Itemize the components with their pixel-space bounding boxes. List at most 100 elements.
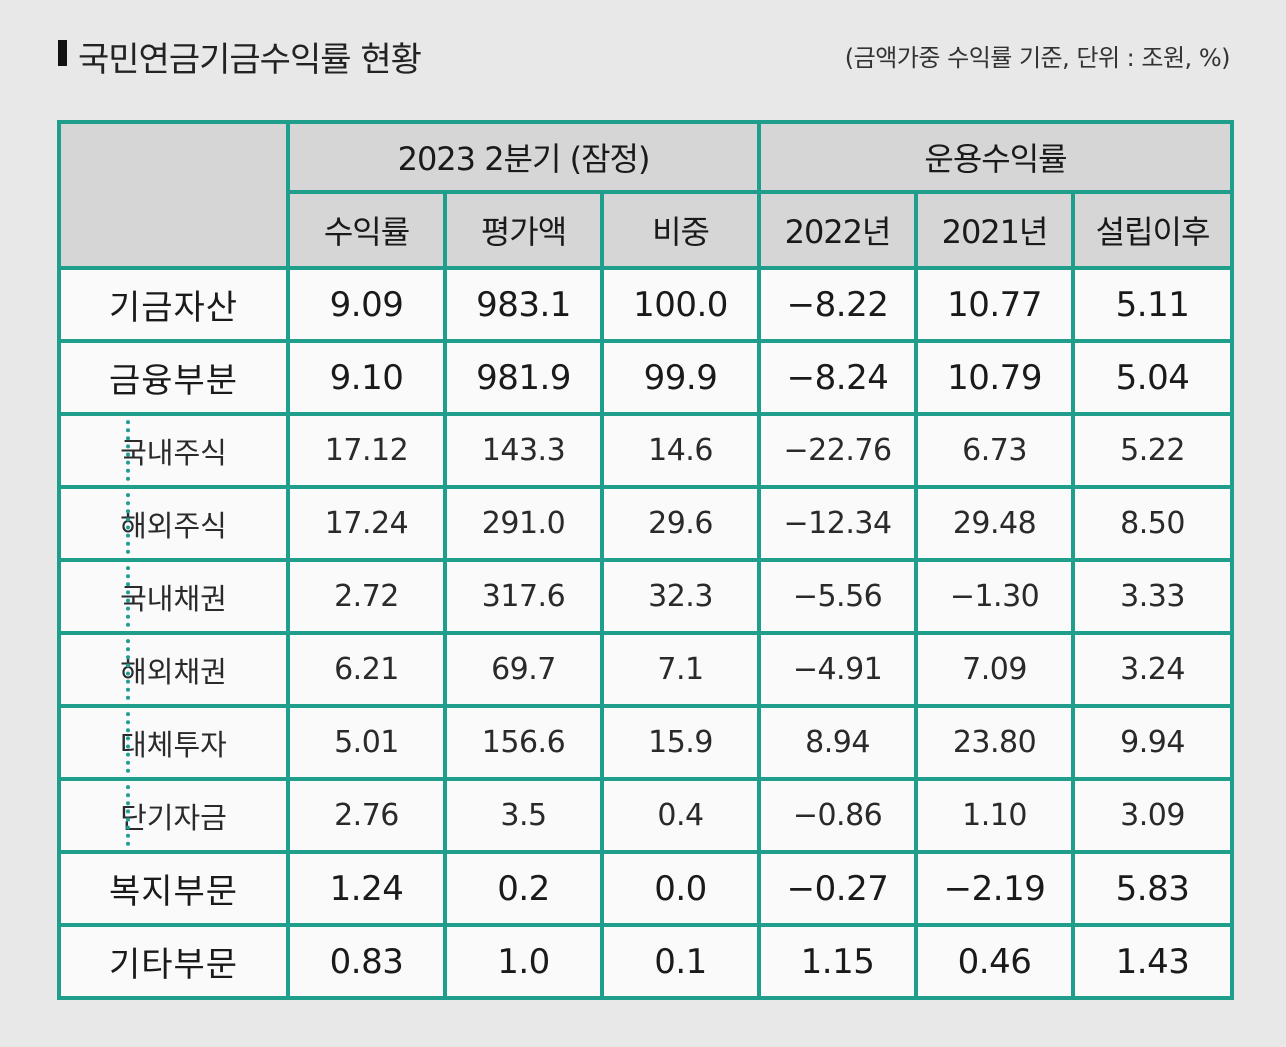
table-cell: 0.2 [443, 850, 604, 927]
table-cell: 0.46 [914, 923, 1076, 1000]
column-header: 수익률 [286, 190, 447, 270]
table-cell: 5.22 [1071, 412, 1235, 489]
hierarchy-dotted-line [126, 558, 130, 635]
table-cell: 1.0 [443, 923, 604, 1000]
table-row: 국내채권 2.72 317.6 32.3 −5.56 −1.30 3.33 [57, 558, 1235, 635]
table-cell: −8.22 [757, 266, 919, 343]
table-cell: 1.24 [286, 850, 447, 927]
column-header-row: 수익률 평가액 비중 2022년 2021년 설립이후 [59, 190, 1235, 270]
table-cell: 9.09 [286, 266, 447, 343]
column-header: 설립이후 [1071, 190, 1235, 270]
table-cell: 100.0 [599, 266, 762, 343]
table-cell: 29.48 [914, 485, 1076, 562]
table-cell: 7.1 [599, 631, 762, 708]
table-cell: 143.3 [443, 412, 604, 489]
table-row: 해외채권 6.21 69.7 7.1 −4.91 7.09 3.24 [57, 631, 1235, 708]
table-cell: 5.04 [1071, 339, 1235, 416]
table-cell: −5.56 [757, 558, 919, 635]
table-cell: 5.01 [286, 704, 447, 781]
table-cell: 9.10 [286, 339, 447, 416]
row-label-text: 단기자금 [120, 800, 227, 835]
row-label-text: 대체투자 [120, 727, 227, 762]
page-title: 국민연금기금수익률 현황 [78, 40, 422, 80]
row-label: 국내채권 [57, 558, 290, 635]
hierarchy-dotted-line [126, 485, 130, 562]
table-cell: 6.73 [914, 412, 1076, 489]
row-label-text: 국내채권 [120, 581, 227, 616]
table-cell: −0.86 [757, 777, 919, 854]
row-label-text: 복지부문 [108, 872, 239, 912]
table-cell: 2.76 [286, 777, 447, 854]
row-label: 복지부문 [57, 850, 290, 927]
table-cell: 5.83 [1071, 850, 1235, 927]
table-row: 국내주식 17.12 143.3 14.6 −22.76 6.73 5.22 [57, 412, 1235, 489]
table-cell: 23.80 [914, 704, 1076, 781]
table-row: 해외주식 17.24 291.0 29.6 −12.34 29.48 8.50 [57, 485, 1235, 562]
row-label: 해외채권 [57, 631, 290, 708]
table-cell: 8.94 [757, 704, 919, 781]
table-cell: 0.0 [599, 850, 762, 927]
row-label: 기타부문 [57, 923, 290, 1000]
group-header-row: 2023 2분기 (잠정) 운용수익률 [57, 120, 1235, 270]
column-header: 비중 [599, 190, 762, 270]
group-header-2023q2: 2023 2분기 (잠정) [285, 120, 762, 194]
table-cell: −8.24 [757, 339, 919, 416]
table-cell: 69.7 [443, 631, 604, 708]
table-cell: 9.94 [1071, 704, 1235, 781]
table-cell: 17.24 [286, 485, 447, 562]
table-cell: 1.10 [914, 777, 1076, 854]
table-cell: −1.30 [914, 558, 1076, 635]
table-row: 단기자금 2.76 3.5 0.4 −0.86 1.10 3.09 [57, 777, 1235, 854]
table-cell: 32.3 [599, 558, 762, 635]
row-label-text: 기타부문 [108, 945, 239, 985]
returns-table: 2023 2분기 (잠정) 운용수익률 수익률 평가액 비중 2022년 202… [57, 120, 1235, 1000]
row-label: 해외주식 [57, 485, 290, 562]
row-label-text: 국내주식 [120, 435, 227, 470]
table-cell: 17.12 [286, 412, 447, 489]
table-cell: 8.50 [1071, 485, 1235, 562]
title-bar: 국민연금기금수익률 현황 (금액가중 수익률 기준, 단위 : 조원, %) [52, 28, 1242, 80]
table-cell: −12.34 [757, 485, 919, 562]
row-label-text: 금융부분 [108, 361, 239, 401]
table-cell: 156.6 [443, 704, 604, 781]
row-label-text: 기금자산 [108, 288, 239, 328]
table-cell: 1.15 [757, 923, 919, 1000]
row-label-text: 해외주식 [120, 508, 227, 543]
table-cell: 6.21 [286, 631, 447, 708]
hierarchy-dotted-line [126, 704, 130, 781]
table-cell: 0.1 [599, 923, 762, 1000]
table-row: 복지부문 1.24 0.2 0.0 −0.27 −2.19 5.83 [57, 850, 1235, 927]
table-body: 기금자산 9.09 983.1 100.0 −8.22 10.77 5.11 금융부분 9.10… [57, 266, 1235, 1000]
column-header: 평가액 [443, 190, 604, 270]
column-header: 2021년 [914, 190, 1076, 270]
row-label: 국내주식 [57, 412, 290, 489]
table-cell: 5.11 [1071, 266, 1235, 343]
table-row: 대체투자 5.01 156.6 15.9 8.94 23.80 9.94 [57, 704, 1235, 781]
table-cell: 317.6 [443, 558, 604, 635]
table-cell: 29.6 [599, 485, 762, 562]
row-label: 기금자산 [57, 266, 290, 343]
hierarchy-dotted-line [126, 412, 130, 489]
table-cell: 10.79 [914, 339, 1076, 416]
table-cell: 10.77 [914, 266, 1076, 343]
table-cell: 14.6 [599, 412, 762, 489]
table-cell: 1.43 [1071, 923, 1235, 1000]
hierarchy-dotted-line [126, 777, 130, 854]
hierarchy-dotted-line [126, 631, 130, 708]
column-header: 2022년 [757, 190, 919, 270]
row-label-text: 해외채권 [120, 654, 227, 689]
table-cell: 983.1 [443, 266, 604, 343]
row-label: 대체투자 [57, 704, 290, 781]
corner-cell [57, 120, 290, 270]
unit-note: (금액가중 수익률 기준, 단위 : 조원, %) [844, 44, 1231, 72]
table-cell: 2.72 [286, 558, 447, 635]
table-row: 기타부문 0.83 1.0 0.1 1.15 0.46 1.43 [57, 923, 1235, 1000]
table-cell: −4.91 [757, 631, 919, 708]
table-cell: 291.0 [443, 485, 604, 562]
row-label: 금융부분 [57, 339, 290, 416]
table-cell: −22.76 [757, 412, 919, 489]
title-marker [58, 40, 67, 66]
table-cell: 3.09 [1071, 777, 1235, 854]
table-cell: −2.19 [914, 850, 1076, 927]
